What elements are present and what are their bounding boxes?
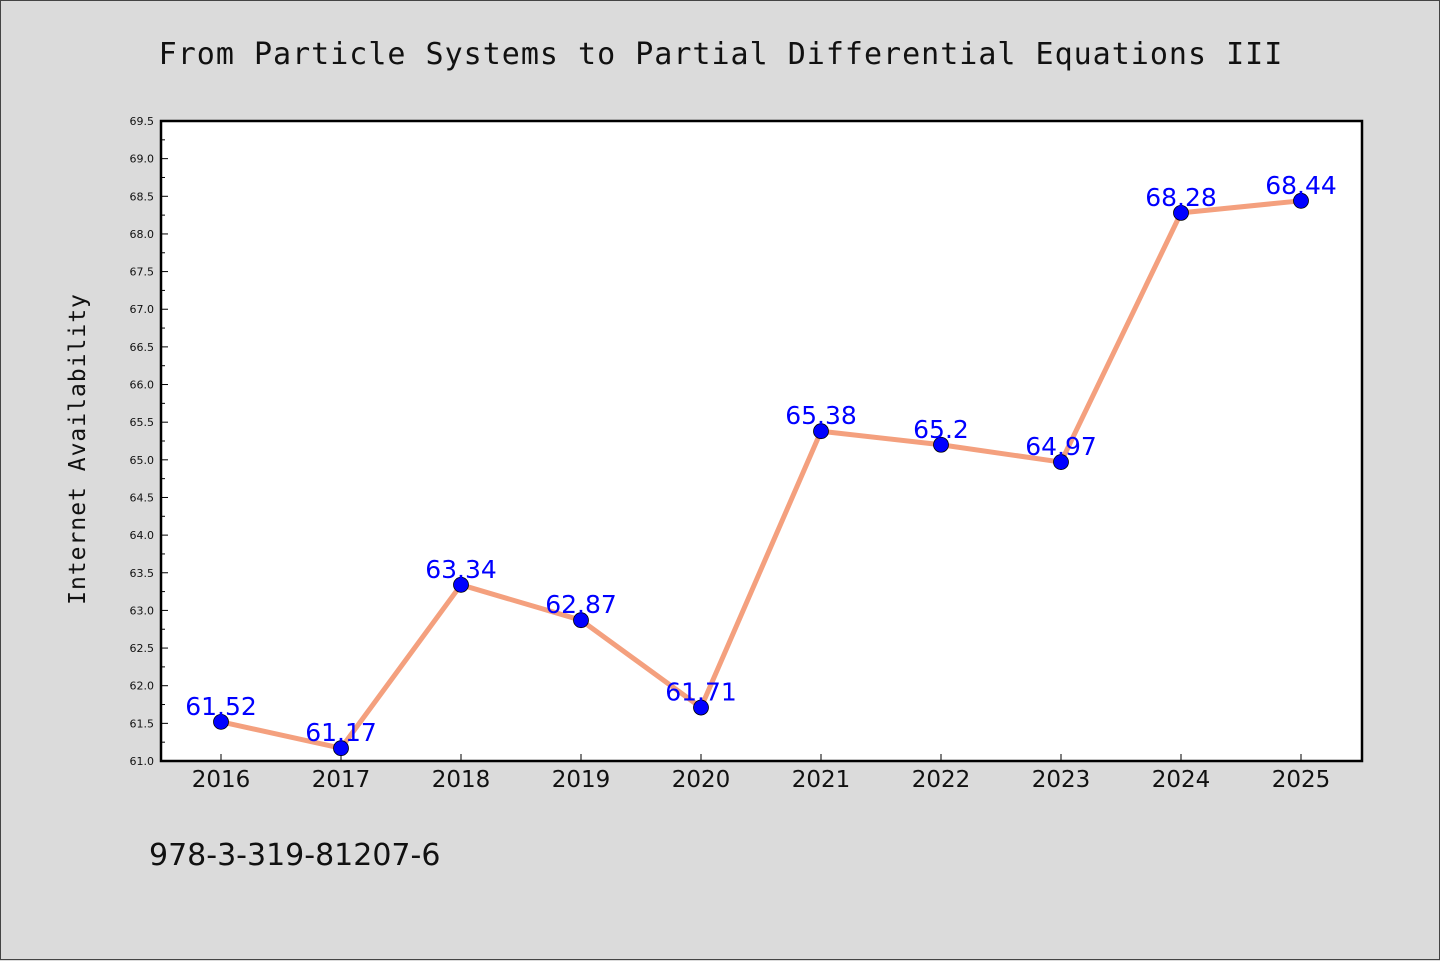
data-point	[693, 699, 709, 716]
data-label: 64.97	[1025, 432, 1097, 461]
data-point	[333, 740, 349, 757]
y-tick-label: 69.5	[130, 115, 155, 128]
x-tick-label: 2020	[672, 767, 731, 793]
x-tick-label: 2019	[552, 767, 611, 793]
data-label: 62.87	[545, 590, 617, 619]
y-tick-label: 64.5	[130, 491, 155, 504]
x-tick-label: 2024	[1152, 767, 1211, 793]
y-tick-label: 62.5	[130, 642, 155, 655]
data-point	[1173, 204, 1189, 221]
chart-title: From Particle Systems to Partial Differe…	[159, 37, 1284, 72]
y-tick-label: 65.5	[130, 416, 155, 429]
data-point	[1053, 454, 1069, 470]
data-point	[213, 713, 229, 730]
x-tick-label: 2016	[192, 767, 251, 793]
y-tick-label: 66.5	[130, 341, 155, 354]
x-tick-label: 2018	[432, 767, 491, 793]
x-tick-label: 2017	[312, 767, 371, 793]
x-tick-label: 2025	[1272, 767, 1331, 793]
data-label: 63.34	[425, 555, 497, 584]
isbn-text: 978-3-319-81207-6	[149, 838, 440, 873]
data-label: 65.2	[913, 415, 969, 444]
data-label: 68.28	[1145, 183, 1217, 212]
data-point	[1293, 192, 1309, 209]
x-tick-label: 2021	[792, 767, 851, 793]
y-axis: 61.0 61.5 62.0 62.5 63.0 63.5 64.0 64.5 65.0 65.5…	[130, 115, 168, 768]
plot-area	[161, 121, 1362, 761]
marker-group	[213, 192, 1309, 757]
plot-border	[159, 119, 1364, 763]
data-label: 65.38	[785, 401, 857, 430]
data-label: 68.44	[1265, 171, 1337, 200]
y-tick-label: 69.0	[130, 153, 155, 166]
data-label: 61.71	[665, 678, 737, 707]
x-tick-label: 2022	[912, 767, 971, 793]
data-point	[813, 423, 829, 440]
data-point	[573, 612, 589, 629]
y-tick-label: 67.0	[130, 303, 155, 316]
y-tick-label: 66.0	[130, 379, 155, 392]
y-tick-label: 68.0	[130, 228, 155, 241]
data-point	[933, 436, 949, 453]
series-line-group	[218, 198, 1304, 751]
x-tick-label: 2023	[1032, 767, 1091, 793]
data-point	[453, 576, 469, 593]
data-label: 61.52	[185, 692, 257, 721]
y-tick-label: 67.5	[130, 266, 155, 279]
y-tick-label: 61.5	[130, 717, 155, 730]
y-tick-label: 65.0	[130, 454, 155, 467]
data-label-group: 61.52 61.17 63.34 62.87 61.71 65.38 65.2 64.97 6…	[185, 171, 1337, 747]
y-tick-label: 63.0	[130, 604, 155, 617]
y-tick-label: 62.0	[130, 680, 155, 693]
y-tick-label: 64.0	[130, 529, 155, 542]
series-line	[218, 198, 1304, 751]
y-tick-label: 68.5	[130, 190, 155, 203]
y-tick-label: 63.5	[130, 567, 155, 580]
x-axis: 2016 2017 2018 2019 2020 2021 2022 2023 2024 2025	[192, 754, 1331, 793]
y-tick-label: 61.0	[130, 755, 155, 768]
data-label: 61.17	[305, 718, 377, 747]
y-axis-label: Internet Availability	[65, 293, 91, 605]
